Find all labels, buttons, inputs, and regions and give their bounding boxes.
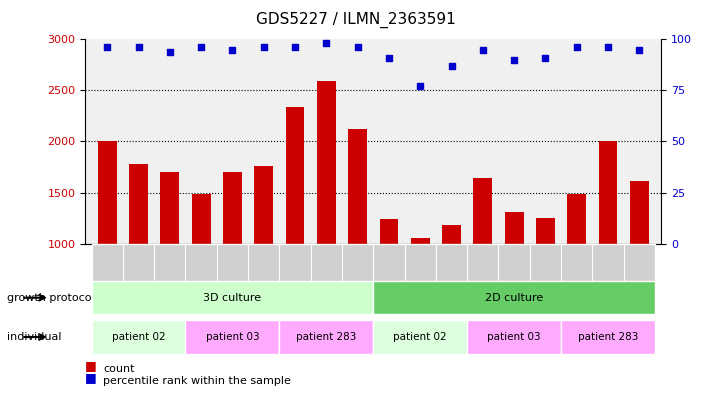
Text: GSM1240684: GSM1240684 <box>604 244 612 305</box>
Text: GSM1240681: GSM1240681 <box>134 244 143 305</box>
Point <box>321 40 332 46</box>
Bar <box>317 81 336 244</box>
Bar <box>192 194 210 244</box>
Bar <box>567 194 586 244</box>
Text: GSM1240689: GSM1240689 <box>260 244 268 305</box>
Point <box>258 44 269 51</box>
Point <box>352 44 363 51</box>
Text: patient 02: patient 02 <box>112 332 166 342</box>
Text: patient 283: patient 283 <box>296 332 356 342</box>
Point <box>415 83 426 90</box>
Text: GSM1240686: GSM1240686 <box>447 244 456 305</box>
Point <box>477 46 488 53</box>
Text: individual: individual <box>7 332 62 342</box>
Point <box>540 55 551 61</box>
Text: GSM1240691: GSM1240691 <box>353 244 362 305</box>
Point <box>446 63 457 69</box>
Text: GSM1240678: GSM1240678 <box>572 244 581 305</box>
Bar <box>161 172 179 244</box>
Text: patient 03: patient 03 <box>487 332 541 342</box>
Bar <box>223 172 242 244</box>
Text: GSM1240687: GSM1240687 <box>166 244 174 305</box>
Bar <box>599 141 617 244</box>
Point <box>133 44 144 51</box>
Bar <box>286 107 304 244</box>
Point <box>571 44 582 51</box>
Point <box>602 44 614 51</box>
Bar <box>98 141 117 244</box>
Text: GSM1240675: GSM1240675 <box>102 244 112 305</box>
Bar <box>255 166 273 244</box>
Point <box>164 48 176 55</box>
Text: ■: ■ <box>85 360 97 373</box>
Bar <box>505 212 523 244</box>
Text: GSM1240680: GSM1240680 <box>416 244 424 305</box>
Bar <box>536 218 555 244</box>
Point <box>196 44 207 51</box>
Text: GSM1240677: GSM1240677 <box>197 244 205 305</box>
Text: GDS5227 / ILMN_2363591: GDS5227 / ILMN_2363591 <box>256 12 455 28</box>
Point <box>508 57 520 63</box>
Text: GSM1240682: GSM1240682 <box>510 244 518 305</box>
Text: 3D culture: 3D culture <box>203 293 262 303</box>
Text: percentile rank within the sample: percentile rank within the sample <box>103 376 291 386</box>
Text: count: count <box>103 364 134 375</box>
Point <box>227 46 238 53</box>
Text: GSM1240683: GSM1240683 <box>228 244 237 305</box>
Text: ■: ■ <box>85 371 97 384</box>
Point <box>289 44 301 51</box>
Bar <box>474 178 492 244</box>
Text: patient 03: patient 03 <box>205 332 260 342</box>
Bar <box>380 219 398 244</box>
Text: GSM1240674: GSM1240674 <box>385 244 393 305</box>
Text: GSM1240685: GSM1240685 <box>322 244 331 305</box>
Text: GSM1240688: GSM1240688 <box>541 244 550 305</box>
Text: GSM1240690: GSM1240690 <box>635 244 644 305</box>
Bar <box>411 237 429 244</box>
Bar <box>442 225 461 244</box>
Text: 2D culture: 2D culture <box>485 293 543 303</box>
Point <box>634 46 645 53</box>
Bar <box>129 164 148 244</box>
Text: growth protocol: growth protocol <box>7 293 95 303</box>
Text: GSM1240679: GSM1240679 <box>291 244 299 305</box>
Point <box>383 55 395 61</box>
Bar <box>348 129 367 244</box>
Point <box>102 44 113 51</box>
Text: GSM1240676: GSM1240676 <box>479 244 487 305</box>
Text: patient 02: patient 02 <box>393 332 447 342</box>
Bar <box>630 181 648 244</box>
Text: patient 283: patient 283 <box>578 332 638 342</box>
